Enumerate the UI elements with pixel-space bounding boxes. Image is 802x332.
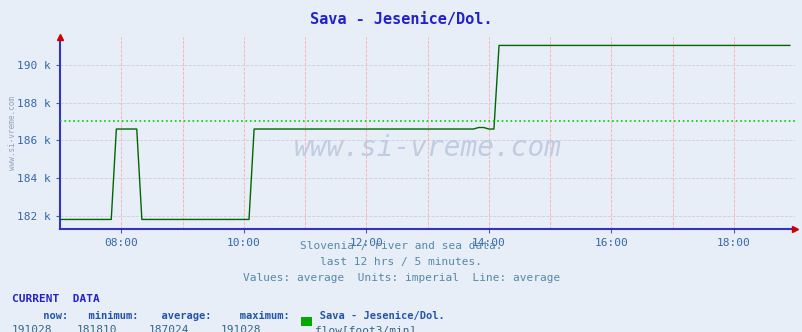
Text: Values: average  Units: imperial  Line: average: Values: average Units: imperial Line: av…: [242, 273, 560, 283]
Text: Slovenia / river and sea data.: Slovenia / river and sea data.: [300, 241, 502, 251]
Text: flow[foot3/min]: flow[foot3/min]: [314, 325, 415, 332]
Text: minimum:: minimum:: [76, 311, 139, 321]
Text: www.si-vreme.com: www.si-vreme.com: [294, 134, 561, 162]
Text: now:: now:: [12, 311, 68, 321]
Text: 191028: 191028: [221, 325, 261, 332]
Text: www.si-vreme.com: www.si-vreme.com: [8, 96, 17, 170]
Text: CURRENT  DATA: CURRENT DATA: [12, 294, 99, 304]
Text: 181810: 181810: [76, 325, 116, 332]
Text: Sava - Jesenice/Dol.: Sava - Jesenice/Dol.: [301, 311, 444, 321]
Text: Sava - Jesenice/Dol.: Sava - Jesenice/Dol.: [310, 12, 492, 27]
Text: maximum:: maximum:: [221, 311, 290, 321]
Text: last 12 hrs / 5 minutes.: last 12 hrs / 5 minutes.: [320, 257, 482, 267]
Text: 187024: 187024: [148, 325, 188, 332]
Text: 191028: 191028: [12, 325, 52, 332]
Text: average:: average:: [148, 311, 211, 321]
